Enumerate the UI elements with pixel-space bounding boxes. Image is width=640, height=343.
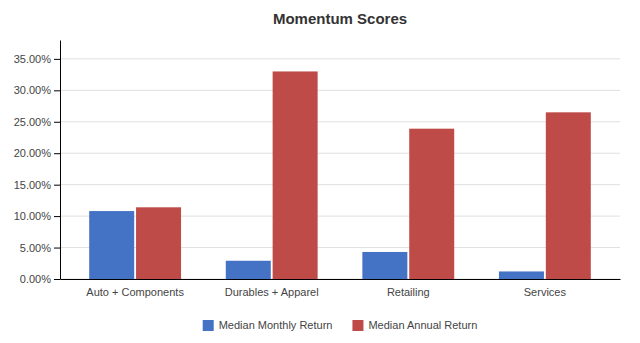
bar xyxy=(546,112,591,279)
bar xyxy=(499,271,544,279)
y-tick-mark xyxy=(54,153,60,154)
y-tick-label: 5.00% xyxy=(20,242,51,254)
legend-swatch xyxy=(352,320,363,331)
legend: Median Monthly Return Median Annual Retur… xyxy=(203,319,478,331)
bar xyxy=(89,211,134,279)
legend-item: Median Monthly Return xyxy=(203,319,333,331)
legend-label: Median Monthly Return xyxy=(219,319,333,331)
y-tick: 10.00% xyxy=(14,210,60,222)
x-tick-label: Durables + Apparel xyxy=(225,286,319,298)
x-axis: Auto + Components Durables + Apparel Retai… xyxy=(61,280,621,298)
chart: 0.00% 5.00% 10.00% 15.00% 20.00% 25.00% 30.00%… xyxy=(0,0,640,343)
x-tick-label: Retailing xyxy=(387,286,430,298)
y-tick: 15.00% xyxy=(14,179,60,191)
bar xyxy=(273,71,318,279)
bar-series xyxy=(136,71,591,279)
y-tick-mark xyxy=(54,122,60,123)
y-tick-label: 15.00% xyxy=(14,179,52,191)
y-tick-mark xyxy=(54,90,60,91)
y-tick: 30.00% xyxy=(14,84,60,96)
y-tick-label: 0.00% xyxy=(20,273,51,285)
grid-line xyxy=(60,153,620,154)
y-tick-mark xyxy=(54,248,60,249)
legend-item: Median Annual Return xyxy=(352,319,477,331)
grid xyxy=(60,59,620,279)
y-tick-label: 10.00% xyxy=(14,210,52,222)
grid-line xyxy=(60,90,620,91)
y-tick-mark xyxy=(54,279,60,280)
y-tick-label: 30.00% xyxy=(14,84,52,96)
title: Momentum Scores xyxy=(273,10,407,27)
y-tick-label: 25.00% xyxy=(14,116,52,128)
grid-line xyxy=(60,184,620,185)
y-tick: 0.00% xyxy=(20,273,60,285)
x-tick: Retailing xyxy=(387,286,430,298)
bar xyxy=(136,207,181,279)
y-tick: 35.00% xyxy=(14,53,60,65)
y-tick-label: 35.00% xyxy=(14,53,52,65)
y-tick-mark xyxy=(54,216,60,217)
y-tick: 5.00% xyxy=(20,242,60,254)
x-tick-label: Services xyxy=(524,286,567,298)
x-tick: Services xyxy=(524,286,567,298)
y-axis-line xyxy=(60,41,61,280)
y-tick: 25.00% xyxy=(14,116,60,128)
x-tick-label: Auto + Components xyxy=(86,286,184,298)
grid-line xyxy=(60,121,620,122)
y-tick-mark xyxy=(54,185,60,186)
bar xyxy=(409,129,454,279)
plot-area xyxy=(89,71,591,279)
legend-label: Median Annual Return xyxy=(368,319,477,331)
x-tick: Durables + Apparel xyxy=(225,286,319,298)
y-tick-mark xyxy=(54,59,60,60)
bar xyxy=(362,252,407,279)
grid-line xyxy=(60,58,620,59)
bar xyxy=(226,261,271,279)
x-tick: Auto + Components xyxy=(86,286,184,298)
legend-swatch xyxy=(203,320,214,331)
x-axis-line xyxy=(61,279,621,280)
y-tick-label: 20.00% xyxy=(14,147,52,159)
y-axis: 0.00% 5.00% 10.00% 15.00% 20.00% 25.00% 30.00%… xyxy=(14,41,61,286)
y-tick: 20.00% xyxy=(14,147,60,159)
